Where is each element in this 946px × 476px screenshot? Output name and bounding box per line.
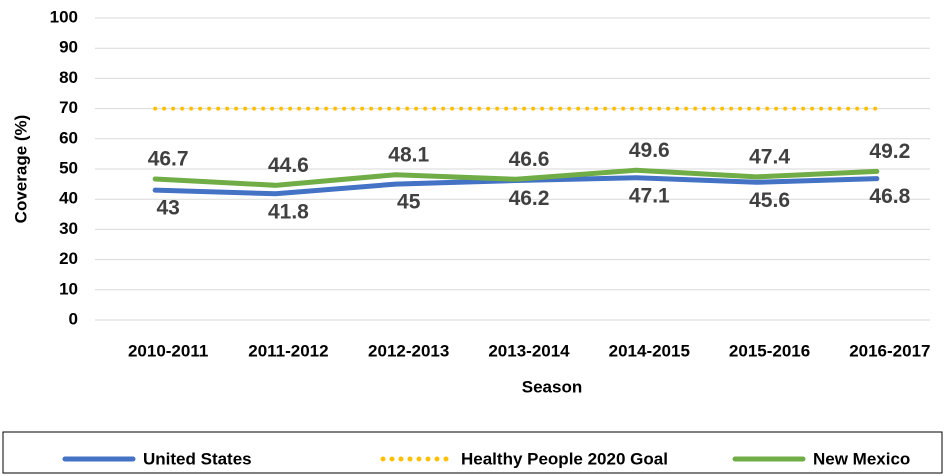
data-label: 45: [397, 191, 421, 214]
y-tick-label: 90: [59, 38, 78, 57]
data-label: 43: [156, 197, 179, 220]
legend-label: United States: [143, 449, 252, 468]
x-tick-label: 2012-2013: [368, 341, 449, 360]
y-tick-label: 20: [59, 249, 78, 268]
legend-label: New Mexico: [813, 449, 910, 468]
x-tick-label: 2010-2011: [128, 341, 208, 360]
data-label: 47.4: [749, 145, 790, 168]
data-label: 46.6: [509, 148, 550, 171]
x-tick-label: 2015-2016: [729, 341, 810, 360]
y-axis-title: Coverage (%): [11, 115, 30, 224]
legend-box: [2, 431, 943, 474]
y-tick-label: 100: [50, 7, 78, 26]
legend-label: Healthy People 2020 Goal: [461, 449, 668, 468]
data-label: 49.6: [629, 139, 670, 162]
y-tick-label: 0: [69, 309, 78, 328]
x-axis-title: Season: [522, 377, 582, 396]
x-tick-label: 2011-2012: [248, 341, 328, 360]
data-label: 48.1: [388, 143, 429, 166]
data-label: 47.1: [629, 184, 670, 207]
y-tick-label: 60: [59, 128, 78, 147]
data-label: 41.8: [268, 200, 309, 223]
series-line: [152, 167, 880, 188]
x-tick-label: 2016-2017: [849, 341, 930, 360]
y-tick-label: 10: [59, 279, 78, 298]
data-label: 45.6: [749, 189, 790, 212]
x-tick-label: 2014-2015: [609, 341, 690, 360]
data-label: 46.8: [869, 185, 910, 208]
data-label: 44.6: [268, 154, 309, 177]
data-label: 46.7: [148, 148, 189, 171]
data-label: 49.2: [869, 140, 910, 163]
x-tick-label: 2013-2014: [488, 341, 570, 360]
y-tick-label: 30: [59, 219, 78, 238]
y-tick-label: 50: [59, 158, 78, 177]
data-label: 46.2: [509, 187, 550, 210]
y-tick-label: 80: [59, 68, 78, 87]
y-tick-label: 70: [59, 98, 78, 117]
y-tick-label: 40: [59, 189, 78, 208]
